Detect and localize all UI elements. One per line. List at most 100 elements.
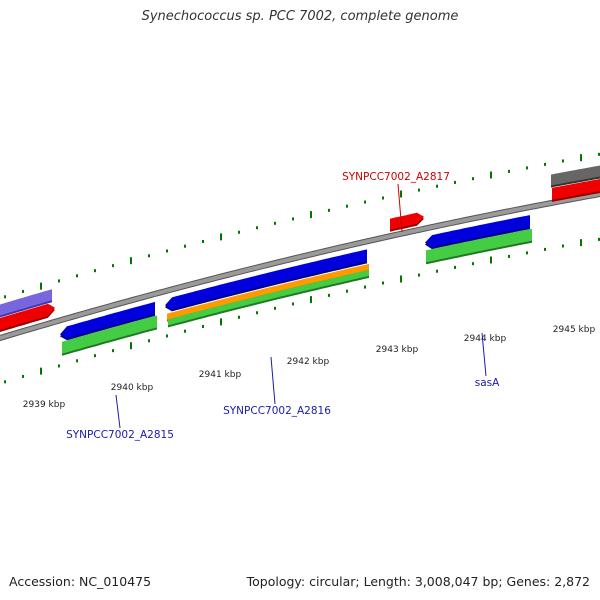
scale-minor-tick bbox=[148, 339, 150, 343]
scale-major-tick bbox=[40, 282, 42, 290]
scale-major-tick bbox=[490, 256, 492, 264]
gene-box-green-a2815-body bbox=[62, 315, 157, 354]
scale-minor-tick bbox=[94, 269, 96, 273]
gene-box-orange-a2816-body bbox=[167, 263, 369, 320]
scale-row-upper bbox=[4, 152, 600, 299]
gene-arrow-a2817 bbox=[390, 212, 424, 232]
scale-major-tick bbox=[130, 257, 132, 265]
scale-minor-tick bbox=[166, 249, 168, 253]
tick-label: 2944 kbp bbox=[464, 334, 507, 344]
scale-minor-tick bbox=[526, 166, 528, 170]
tick-label: 2945 kbp bbox=[553, 325, 596, 335]
scale-minor-tick bbox=[238, 230, 240, 234]
gene-labels: 2939 kbp 2940 kbp 2941 kbp 2942 kbp 2943 kbp… bbox=[23, 171, 596, 441]
scale-minor-tick bbox=[328, 293, 330, 297]
gene-features bbox=[0, 165, 600, 356]
gene-label: SYNPCC7002_A2816 bbox=[223, 405, 331, 417]
scale-major-tick bbox=[400, 190, 402, 198]
gene-arrow-blue-a2816 bbox=[165, 249, 367, 312]
scale-major-tick bbox=[130, 342, 132, 350]
tick-label: 2940 kbp bbox=[111, 383, 154, 393]
gene-label: SYNPCC7002_A2815 bbox=[66, 429, 174, 441]
gene-box-green-a2816-body bbox=[168, 269, 369, 326]
scale-minor-tick bbox=[4, 295, 6, 299]
scale-minor-tick bbox=[94, 354, 96, 358]
tick-label: 2942 kbp bbox=[287, 357, 330, 367]
scale-major-tick bbox=[580, 154, 582, 162]
gene-arrow-blue-sasa-body bbox=[425, 215, 530, 248]
scale-major-tick bbox=[580, 239, 582, 247]
scale-minor-tick bbox=[112, 264, 114, 268]
scale-minor-tick bbox=[436, 269, 438, 273]
scale-minor-tick bbox=[76, 274, 78, 278]
scale-minor-tick bbox=[148, 254, 150, 258]
scale-minor-tick bbox=[58, 279, 60, 283]
gene-arrow-red-left bbox=[0, 303, 55, 332]
scale-minor-tick bbox=[346, 289, 348, 293]
scale-minor-tick bbox=[544, 162, 546, 166]
gene-box-red-right bbox=[552, 179, 600, 202]
scale-minor-tick bbox=[76, 359, 78, 363]
gene-box-green-a2815 bbox=[62, 315, 157, 356]
scale-major-tick bbox=[310, 211, 312, 219]
gene-label-leader bbox=[115, 394, 121, 429]
gene-label: sasA bbox=[475, 377, 500, 389]
gene-box-red-right-body bbox=[552, 179, 600, 200]
scale-major-tick bbox=[220, 233, 222, 241]
scale-minor-tick bbox=[166, 334, 168, 338]
scale-minor-tick bbox=[4, 380, 6, 384]
gene-arrow-red-left-body bbox=[0, 303, 55, 330]
scale-minor-tick bbox=[364, 200, 366, 204]
scale-major-tick bbox=[400, 275, 402, 283]
tick-label: 2941 kbp bbox=[199, 370, 242, 380]
gene-arrow-blue-sasa bbox=[425, 215, 530, 250]
scale-minor-tick bbox=[382, 281, 384, 285]
gene-arrow-blue-a2815-body bbox=[60, 301, 155, 339]
scale-minor-tick bbox=[274, 221, 276, 225]
scale-minor-tick bbox=[22, 289, 24, 293]
tick-label: 2943 kbp bbox=[376, 345, 419, 355]
scale-minor-tick bbox=[562, 244, 564, 248]
scale-minor-tick bbox=[418, 188, 420, 192]
gene-box-green-sasa bbox=[426, 228, 532, 265]
gene-label-leader bbox=[397, 183, 403, 233]
scale-minor-tick bbox=[328, 208, 330, 212]
scale-minor-tick bbox=[364, 285, 366, 289]
scale-major-tick bbox=[310, 296, 312, 304]
scale-minor-tick bbox=[382, 196, 384, 200]
scale-major-tick bbox=[40, 367, 42, 375]
gene-label: SYNPCC7002_A2817 bbox=[342, 171, 450, 183]
scale-minor-tick bbox=[238, 315, 240, 319]
gene-box-green-sasa-body bbox=[426, 228, 532, 263]
gene-arrow-blue-a2816-body bbox=[165, 249, 367, 310]
scale-row-lower bbox=[4, 237, 600, 384]
gene-arrow-blue-a2815 bbox=[60, 301, 155, 341]
scale-minor-tick bbox=[472, 262, 474, 266]
scale-minor-tick bbox=[598, 237, 600, 241]
topology-label: Topology: circular; Length: 3,008,047 bp… bbox=[246, 574, 590, 589]
scale-minor-tick bbox=[184, 329, 186, 333]
scale-minor-tick bbox=[292, 217, 294, 221]
scale-dots bbox=[4, 152, 600, 384]
scale-minor-tick bbox=[454, 180, 456, 184]
scale-minor-tick bbox=[58, 364, 60, 368]
scale-minor-tick bbox=[454, 265, 456, 269]
genome-backbone bbox=[0, 191, 600, 341]
scale-minor-tick bbox=[472, 177, 474, 181]
scale-major-tick bbox=[490, 171, 492, 179]
scale-minor-tick bbox=[346, 204, 348, 208]
scale-minor-tick bbox=[184, 244, 186, 248]
scale-minor-tick bbox=[544, 247, 546, 251]
scale-minor-tick bbox=[202, 324, 204, 328]
gene-box-green-a2816 bbox=[168, 269, 369, 328]
gene-box-gray-right-body bbox=[551, 165, 600, 186]
gene-arrow-a2817-body bbox=[390, 212, 424, 230]
scale-minor-tick bbox=[508, 169, 510, 173]
scale-minor-tick bbox=[508, 254, 510, 258]
scale-minor-tick bbox=[436, 184, 438, 188]
scale-minor-tick bbox=[256, 311, 258, 315]
gene-box-violet-left bbox=[0, 289, 52, 318]
gene-label-leader bbox=[270, 356, 276, 405]
scale-major-tick bbox=[220, 318, 222, 326]
genome-title: Synechococcus sp. PCC 7002, complete gen… bbox=[141, 9, 459, 24]
